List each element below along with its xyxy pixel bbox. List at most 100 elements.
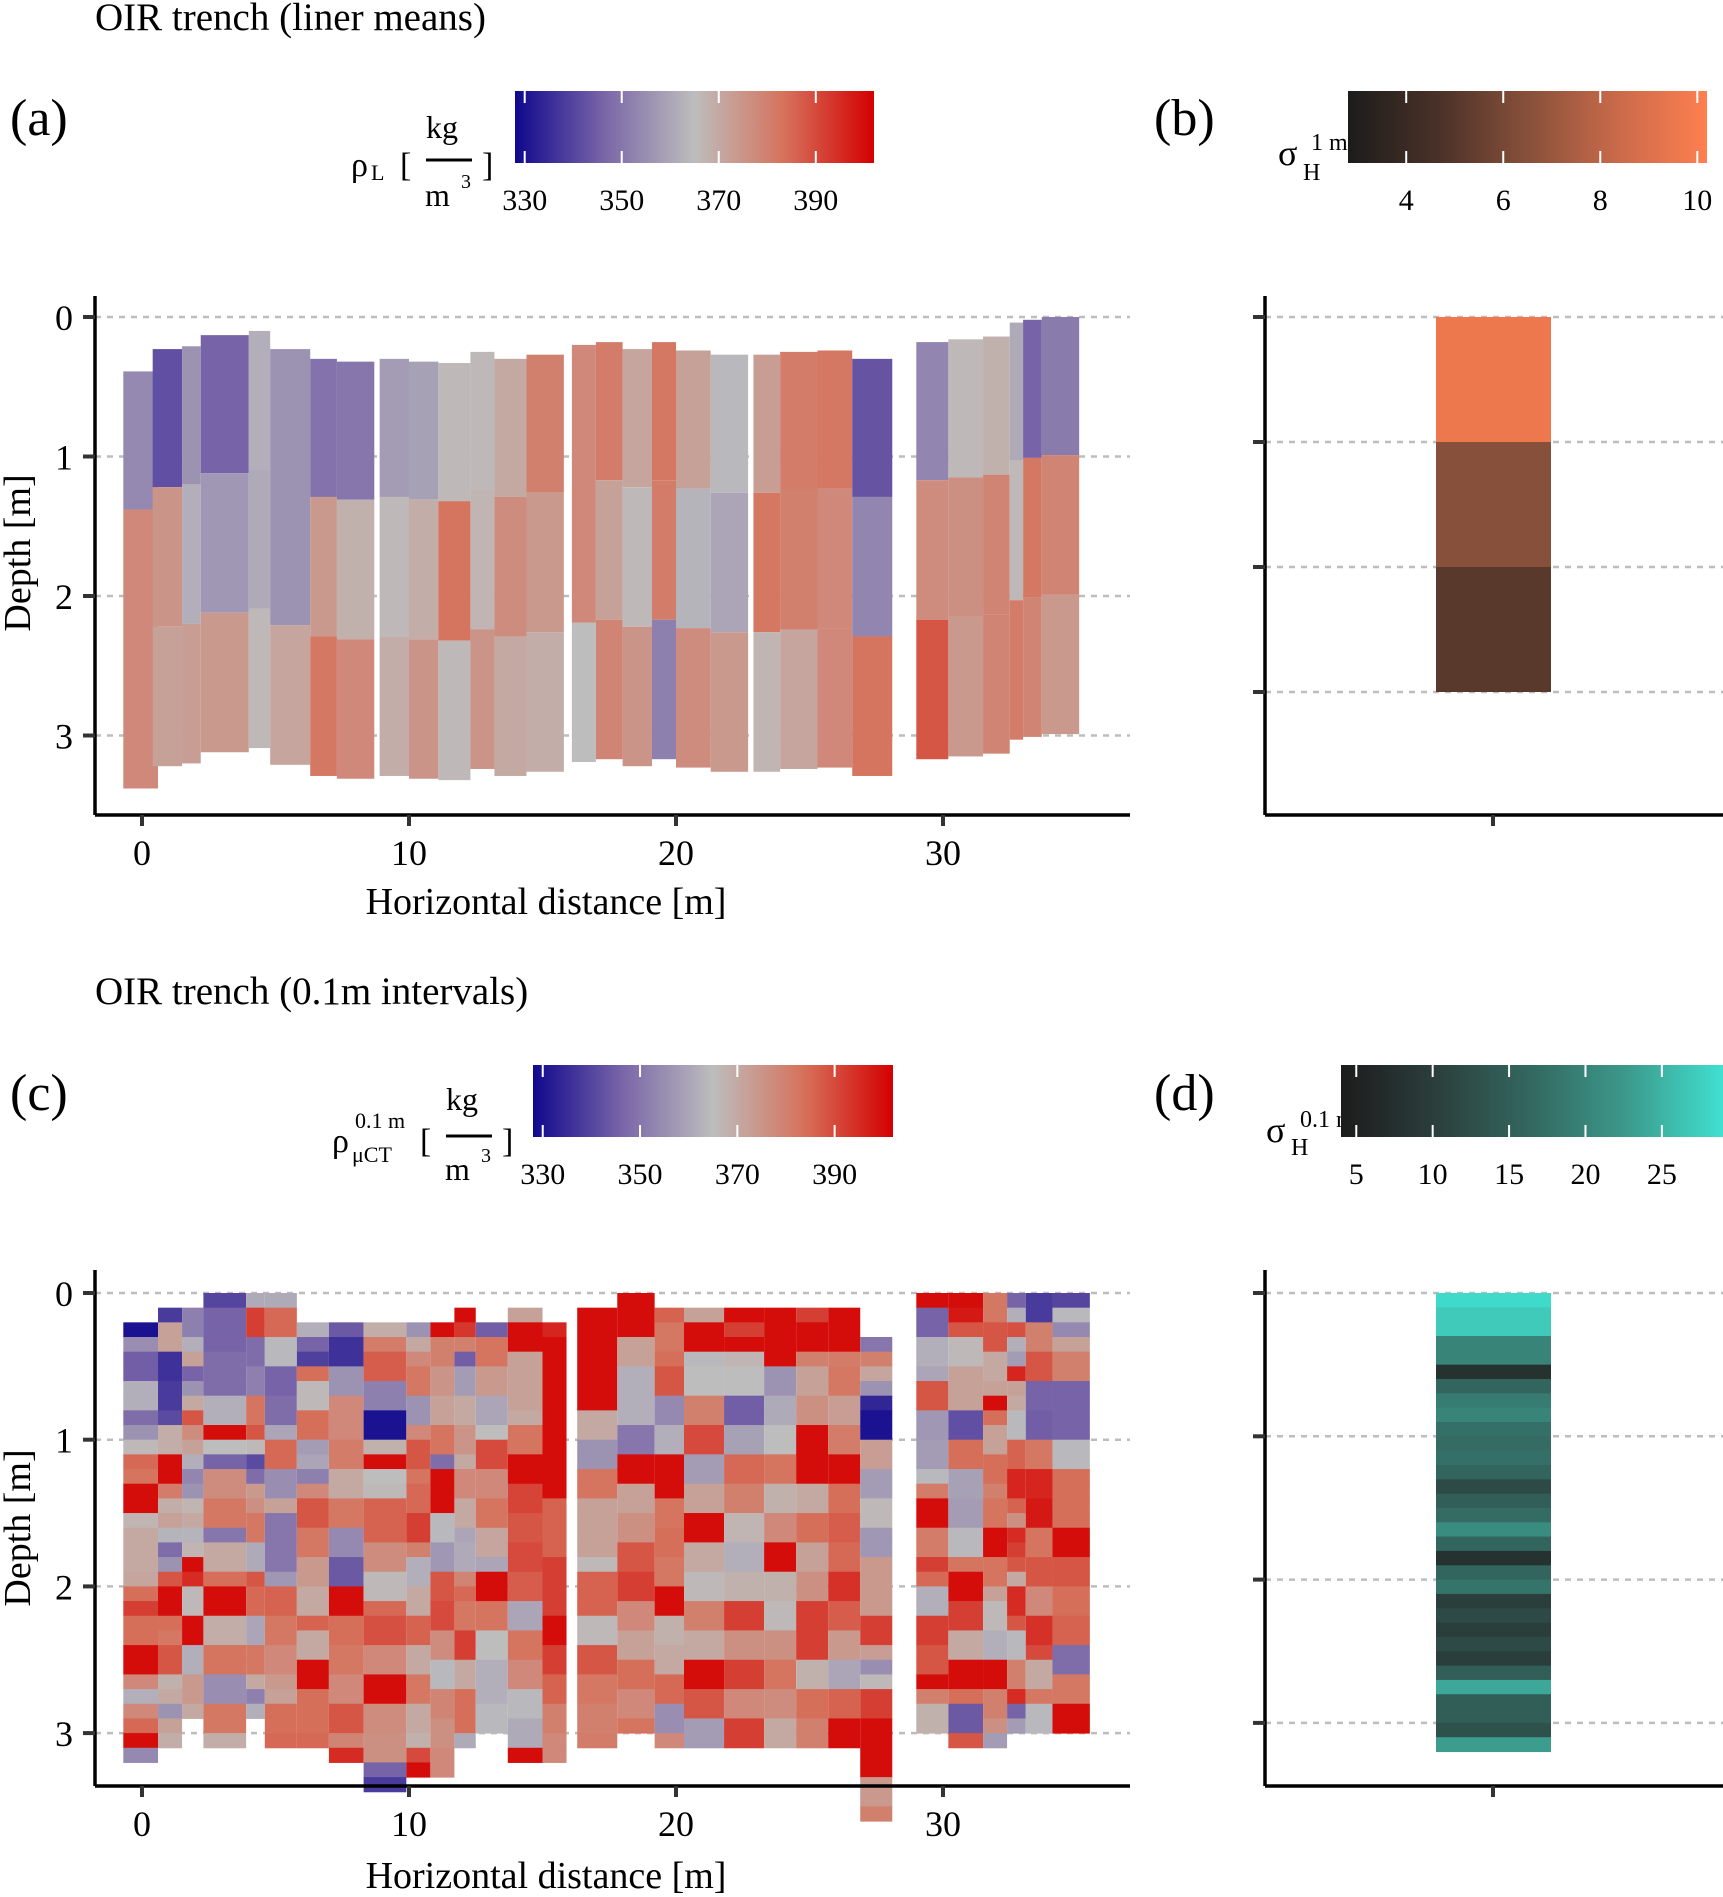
density-cell — [328, 1703, 364, 1719]
density-cell — [542, 1381, 567, 1397]
sigma-cell — [1436, 1335, 1551, 1351]
density-cell — [203, 1498, 247, 1514]
liner-segment — [676, 350, 711, 489]
liner-segment — [571, 622, 596, 763]
density-cell — [983, 1674, 1008, 1690]
liner-segment — [336, 639, 375, 779]
density-cell — [684, 1586, 725, 1602]
density-cell — [724, 1718, 765, 1734]
density-cell — [158, 1366, 183, 1382]
density-cell — [577, 1410, 618, 1426]
sigma-cell — [1436, 1536, 1551, 1552]
colorbar-d-subscript: H — [1291, 1135, 1308, 1161]
density-cell — [296, 1483, 329, 1499]
density-cell — [542, 1410, 567, 1426]
density-cell — [328, 1747, 364, 1763]
density-cell — [475, 1381, 508, 1397]
colorbar-a-bar — [515, 91, 874, 163]
liner-segment — [710, 632, 749, 772]
density-cell — [577, 1703, 618, 1719]
density-cell — [916, 1659, 949, 1675]
density-cell — [454, 1630, 476, 1646]
density-cell — [328, 1425, 364, 1441]
density-cell — [1025, 1689, 1053, 1705]
x-tick-label: 0 — [133, 1804, 151, 1844]
density-cell — [203, 1410, 247, 1426]
density-cell — [203, 1586, 247, 1602]
density-cell — [684, 1483, 725, 1499]
density-cell — [948, 1542, 984, 1558]
density-cell — [1007, 1498, 1026, 1514]
density-cell — [764, 1557, 797, 1573]
density-cell — [860, 1337, 893, 1353]
liner-segment — [526, 492, 564, 633]
density-cell — [363, 1410, 407, 1426]
sigma-cell — [1436, 1636, 1551, 1652]
density-cell — [577, 1381, 618, 1397]
density-cell — [1007, 1410, 1026, 1426]
density-cell — [123, 1615, 159, 1631]
density-cell — [916, 1322, 949, 1338]
x-tick-label: 10 — [391, 1804, 427, 1844]
density-cell — [123, 1542, 159, 1558]
density-cell — [948, 1733, 984, 1749]
density-cell — [1052, 1498, 1090, 1514]
density-cell — [328, 1601, 364, 1617]
density-cell — [577, 1733, 618, 1749]
density-cell — [158, 1322, 183, 1338]
density-cell — [475, 1439, 508, 1455]
x-tick-label: 30 — [925, 833, 961, 873]
density-cell — [916, 1586, 949, 1602]
density-cell — [363, 1337, 407, 1353]
sigma-cell — [1436, 1293, 1551, 1308]
density-cell — [948, 1513, 984, 1529]
density-cell — [158, 1351, 183, 1367]
density-cell — [475, 1527, 508, 1543]
density-cell — [158, 1498, 183, 1514]
y-tick-label: 3 — [55, 717, 73, 757]
density-cell — [507, 1410, 543, 1426]
density-cell — [475, 1615, 508, 1631]
density-cell — [406, 1762, 431, 1778]
density-cell — [948, 1689, 984, 1705]
density-cell — [1052, 1410, 1090, 1426]
density-cell — [916, 1645, 949, 1661]
density-cell — [542, 1689, 567, 1705]
density-cell — [363, 1586, 407, 1602]
density-cell — [182, 1410, 204, 1426]
density-cell — [406, 1351, 431, 1367]
density-cell — [328, 1659, 364, 1675]
density-cell — [724, 1337, 765, 1353]
density-cell — [430, 1454, 455, 1470]
sigma-cell — [1436, 1694, 1551, 1710]
density-cell — [158, 1542, 183, 1558]
density-cell — [296, 1674, 329, 1690]
liner-segment — [409, 361, 439, 500]
colorbar-tick-label: 370 — [696, 184, 741, 217]
liner-segment — [470, 629, 495, 769]
density-cell — [983, 1322, 1008, 1338]
density-cell — [916, 1630, 949, 1646]
density-cell — [654, 1601, 685, 1617]
density-cell — [577, 1322, 618, 1338]
density-cell — [948, 1498, 984, 1514]
density-cell — [363, 1513, 407, 1529]
liner-segment — [494, 496, 527, 637]
density-cell — [1025, 1557, 1053, 1573]
density-cell — [654, 1395, 685, 1411]
density-cell — [246, 1645, 265, 1661]
density-cell — [406, 1483, 431, 1499]
density-cell — [507, 1425, 543, 1441]
density-cell — [507, 1615, 543, 1631]
density-cell — [454, 1439, 476, 1455]
density-cell — [724, 1542, 765, 1558]
liner-segment — [336, 499, 375, 640]
density-cell — [454, 1659, 476, 1675]
liner-segment — [310, 358, 337, 497]
density-cell — [158, 1674, 183, 1690]
density-cell — [158, 1527, 183, 1543]
density-cell — [454, 1513, 476, 1529]
liner-segment — [470, 489, 495, 630]
density-cell — [983, 1630, 1008, 1646]
density-cell — [948, 1586, 984, 1602]
